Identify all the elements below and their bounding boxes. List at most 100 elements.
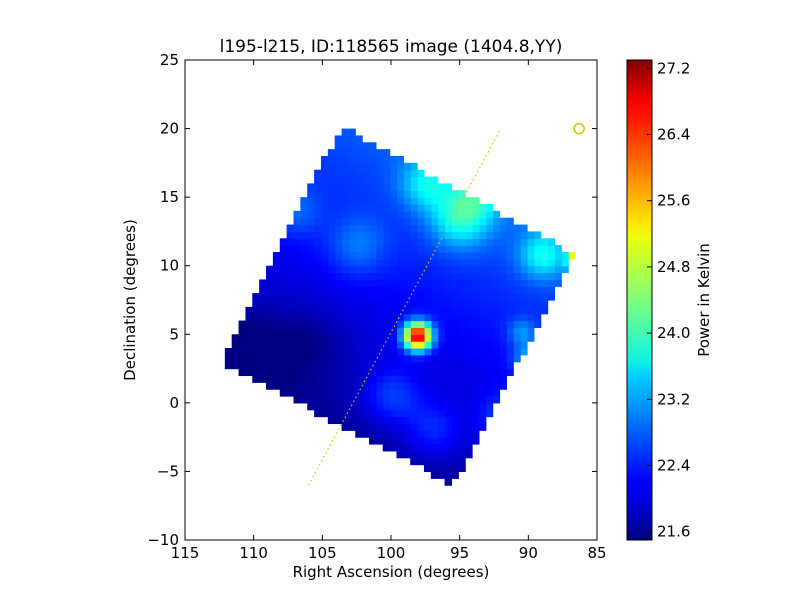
heatmap-cell: [314, 272, 322, 281]
heatmap-cell: [437, 375, 446, 383]
heatmap-cell: [444, 402, 453, 411]
heatmap-cell: [382, 430, 391, 438]
heatmap-cell: [314, 252, 322, 260]
heatmap-cell: [382, 409, 391, 418]
heatmap-cell: [369, 430, 377, 438]
heatmap-cell: [238, 334, 247, 342]
heatmap-cell: [307, 272, 315, 281]
heatmap-cell: [423, 464, 432, 473]
heatmap-cell: [348, 128, 356, 137]
heatmap-cell: [279, 272, 288, 281]
heatmap-cell: [245, 361, 253, 370]
heatmap-cell: [279, 389, 288, 397]
heatmap-cell: [451, 265, 459, 274]
heatmap-cell: [410, 457, 418, 466]
heatmap-cell: [417, 313, 425, 322]
heatmap-cell: [430, 341, 439, 349]
heatmap-cell: [410, 396, 418, 404]
heatmap-cell: [327, 354, 336, 363]
heatmap-cell: [231, 334, 240, 342]
heatmap-cell: [369, 396, 377, 404]
heatmap-cell: [423, 224, 432, 233]
heatmap-cell: [465, 375, 473, 383]
heatmap-cell: [389, 334, 398, 342]
heatmap-cell: [465, 272, 473, 281]
heatmap-cell: [506, 265, 514, 274]
heatmap-cell: [272, 293, 281, 301]
heatmap-cell: [410, 423, 418, 431]
heatmap-cell: [334, 224, 343, 233]
heatmap-cell: [396, 156, 404, 164]
heatmap-cell: [485, 361, 494, 370]
heatmap-cell: [348, 169, 356, 178]
heatmap-cell: [458, 279, 466, 287]
heatmap-cell: [266, 313, 274, 322]
heatmap-cell: [478, 210, 487, 219]
heatmap-cell: [375, 375, 384, 383]
heatmap-cell: [526, 293, 535, 301]
heatmap-cell: [307, 306, 315, 315]
heatmap-cell: [478, 231, 487, 239]
heatmap-cell: [348, 375, 356, 383]
heatmap-cell: [458, 375, 466, 383]
heatmap-cell: [348, 416, 356, 425]
y-axis-label: Declination (degrees): [121, 219, 139, 381]
heatmap-cell: [375, 430, 384, 438]
heatmap-cell: [369, 306, 377, 315]
heatmap-cell: [369, 334, 377, 342]
heatmap-cell: [334, 272, 343, 281]
heatmap-cell: [389, 258, 398, 267]
heatmap-cell: [423, 217, 432, 226]
heatmap-cell: [348, 320, 356, 329]
heatmap-cell: [369, 197, 377, 205]
heatmap-cell: [307, 204, 315, 212]
heatmap-cell: [355, 348, 363, 356]
heatmap-cell: [382, 437, 391, 445]
heatmap-cell: [252, 334, 260, 342]
heatmap-cell: [430, 423, 439, 431]
heatmap-cell: [375, 396, 384, 404]
heatmap-cell: [293, 361, 301, 370]
heatmap-cell: [472, 437, 480, 445]
heatmap-cell: [382, 265, 391, 274]
heatmap-cell: [437, 423, 446, 431]
heatmap-cell: [430, 245, 439, 253]
heatmap-cell: [279, 313, 288, 322]
heatmap-cell: [382, 396, 391, 404]
heatmap-cell: [465, 416, 473, 425]
heatmap-cell: [334, 320, 343, 329]
heatmap-cell: [417, 217, 425, 226]
heatmap-cell: [423, 279, 432, 287]
heatmap-cell: [410, 265, 418, 274]
heatmap-cell: [444, 430, 453, 438]
heatmap-cell: [410, 162, 418, 171]
heatmap-cell: [252, 361, 260, 370]
heatmap-cell: [327, 402, 336, 411]
heatmap-cell: [444, 258, 453, 267]
heatmap-cell: [499, 272, 507, 281]
heatmap-cell: [513, 238, 521, 246]
heatmap-cell: [279, 245, 288, 253]
heatmap-cell: [279, 265, 288, 274]
heatmap-cell: [451, 402, 459, 411]
colorbar-label: Power in Kelvin: [695, 243, 713, 357]
heatmap-cell: [478, 341, 487, 349]
heatmap-cell: [362, 252, 370, 260]
heatmap-cell: [389, 162, 398, 171]
heatmap-cell: [485, 300, 494, 308]
heatmap-cell: [320, 402, 329, 411]
heatmap-cell: [444, 361, 453, 370]
heatmap-cell: [423, 252, 432, 260]
heatmap-cell: [341, 334, 350, 342]
heatmap-cell: [334, 286, 343, 294]
heatmap-cell: [451, 375, 459, 383]
colorbar-tick-label: 22.4: [657, 457, 690, 475]
heatmap-cell: [451, 313, 459, 322]
heatmap-cell: [458, 286, 466, 294]
heatmap-cell: [396, 265, 404, 274]
heatmap-cell: [458, 409, 466, 418]
heatmap-cell: [513, 272, 521, 281]
heatmap-cell: [341, 361, 350, 370]
heatmap-cell: [437, 258, 446, 267]
